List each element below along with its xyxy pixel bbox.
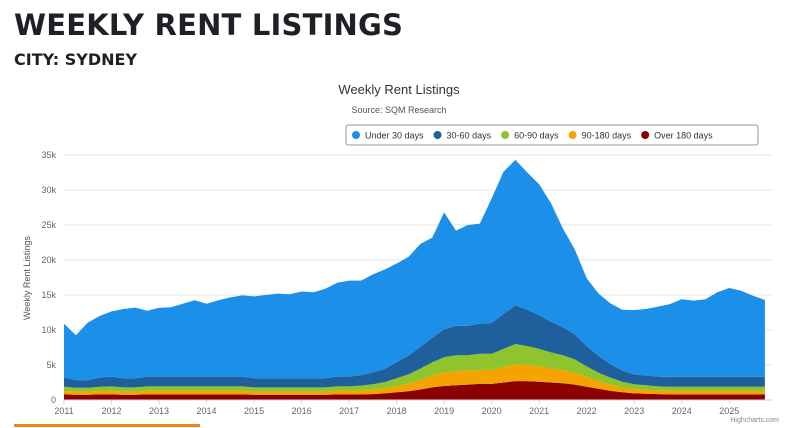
x-tick-label: 2012 — [102, 406, 122, 416]
x-tick-label: 2014 — [197, 406, 217, 416]
legend-label-over-180-days: Over 180 days — [654, 131, 713, 141]
x-tick-label: 2022 — [577, 406, 597, 416]
legend-marker-60-90-days — [501, 131, 510, 139]
x-tick-label: 2013 — [149, 406, 169, 416]
x-tick-label: 2015 — [244, 406, 264, 416]
page-title: WEEKLY RENT LISTINGS — [14, 8, 404, 42]
legend-label-30-60-days: 30-60 days — [447, 131, 492, 141]
x-tick-label: 2020 — [482, 406, 502, 416]
area-under-30-days — [64, 159, 765, 381]
accent-bar — [14, 424, 200, 427]
legend-label-60-90-days: 60-90 days — [514, 131, 559, 141]
area-90-180-days — [64, 364, 765, 395]
y-tick-label: 10k — [41, 325, 56, 335]
y-tick-label: 0 — [51, 395, 56, 405]
legend-label-under-30-days: Under 30 days — [365, 131, 424, 141]
legend-marker-under-30-days — [352, 131, 360, 139]
y-tick-label: 25k — [41, 220, 56, 230]
x-tick-label: 2017 — [339, 406, 359, 416]
area-30-60-days — [64, 305, 765, 388]
x-tick-label: 2011 — [54, 406, 73, 416]
legend-marker-30-60-days — [433, 131, 442, 139]
x-tick-label: 2016 — [292, 406, 312, 416]
legend-label-90-180-days: 90-180 days — [582, 131, 632, 141]
y-tick-label: 30k — [41, 185, 56, 195]
legend-marker-over-180-days — [641, 131, 650, 139]
y-tick-label: 20k — [41, 255, 56, 265]
y-tick-label: 15k — [41, 290, 56, 300]
y-tick-label: 5k — [46, 360, 56, 370]
area-60-90-days — [64, 344, 765, 392]
legend-marker-90-180-days — [568, 131, 577, 139]
chart-credit: Highcharts.com — [730, 417, 779, 424]
x-tick-label: 2021 — [529, 406, 549, 416]
area-over-180-days — [64, 381, 765, 400]
chart-title: Weekly Rent Listings — [338, 82, 460, 97]
x-tick-label: 2024 — [672, 406, 692, 416]
legend-box — [345, 124, 759, 146]
city-subtitle: CITY: SYDNEY — [14, 50, 138, 69]
y-axis-label: Weekly Rent Listings — [22, 236, 32, 320]
x-tick-label: 2019 — [434, 406, 454, 416]
chart-subtitle: Source: SQM Research — [351, 105, 446, 115]
x-tick-label: 2023 — [624, 406, 644, 416]
x-tick-label: 2018 — [387, 406, 407, 416]
y-tick-label: 35k — [41, 150, 56, 160]
x-tick-label: 2025 — [719, 406, 739, 416]
